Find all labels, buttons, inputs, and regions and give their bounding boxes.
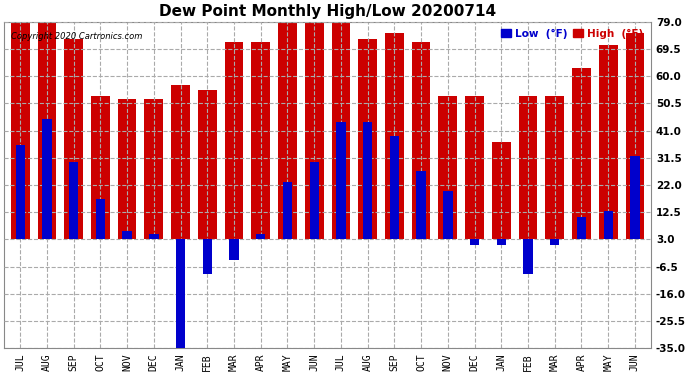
Legend: Low  (°F), High  (°F): Low (°F), High (°F) — [498, 27, 646, 41]
Bar — [198, 90, 217, 240]
Title: Dew Point Monthly High/Low 20200714: Dew Point Monthly High/Low 20200714 — [159, 4, 496, 19]
Bar — [577, 216, 586, 240]
Bar — [572, 68, 591, 240]
Bar — [497, 240, 506, 245]
Bar — [545, 96, 564, 240]
Bar — [417, 171, 426, 240]
Bar — [64, 39, 83, 240]
Bar — [443, 191, 453, 240]
Bar — [604, 211, 613, 240]
Bar — [42, 119, 52, 240]
Bar — [171, 85, 190, 240]
Bar — [438, 96, 457, 240]
Bar — [358, 39, 377, 240]
Bar — [599, 45, 618, 240]
Bar — [118, 99, 137, 240]
Bar — [69, 162, 79, 240]
Bar — [310, 162, 319, 240]
Bar — [465, 96, 484, 240]
Bar — [390, 136, 399, 240]
Bar — [550, 240, 560, 245]
Bar — [470, 240, 480, 245]
Bar — [16, 145, 25, 240]
Bar — [519, 96, 538, 240]
Text: Copyright 2020 Cartronics.com: Copyright 2020 Cartronics.com — [10, 32, 142, 40]
Bar — [251, 42, 270, 240]
Bar — [144, 99, 164, 240]
Bar — [91, 96, 110, 240]
Bar — [523, 240, 533, 274]
Bar — [149, 234, 159, 240]
Bar — [630, 156, 640, 240]
Bar — [626, 33, 644, 240]
Bar — [336, 122, 346, 240]
Bar — [225, 42, 244, 240]
Bar — [176, 240, 185, 348]
Bar — [492, 142, 511, 240]
Bar — [363, 122, 373, 240]
Bar — [283, 182, 292, 240]
Bar — [122, 231, 132, 240]
Bar — [278, 22, 297, 240]
Bar — [37, 22, 57, 240]
Bar — [412, 42, 431, 240]
Bar — [96, 200, 105, 240]
Bar — [256, 234, 266, 240]
Bar — [203, 240, 212, 274]
Bar — [385, 33, 404, 240]
Bar — [332, 22, 351, 240]
Bar — [229, 240, 239, 260]
Bar — [305, 22, 324, 240]
Bar — [11, 22, 30, 240]
